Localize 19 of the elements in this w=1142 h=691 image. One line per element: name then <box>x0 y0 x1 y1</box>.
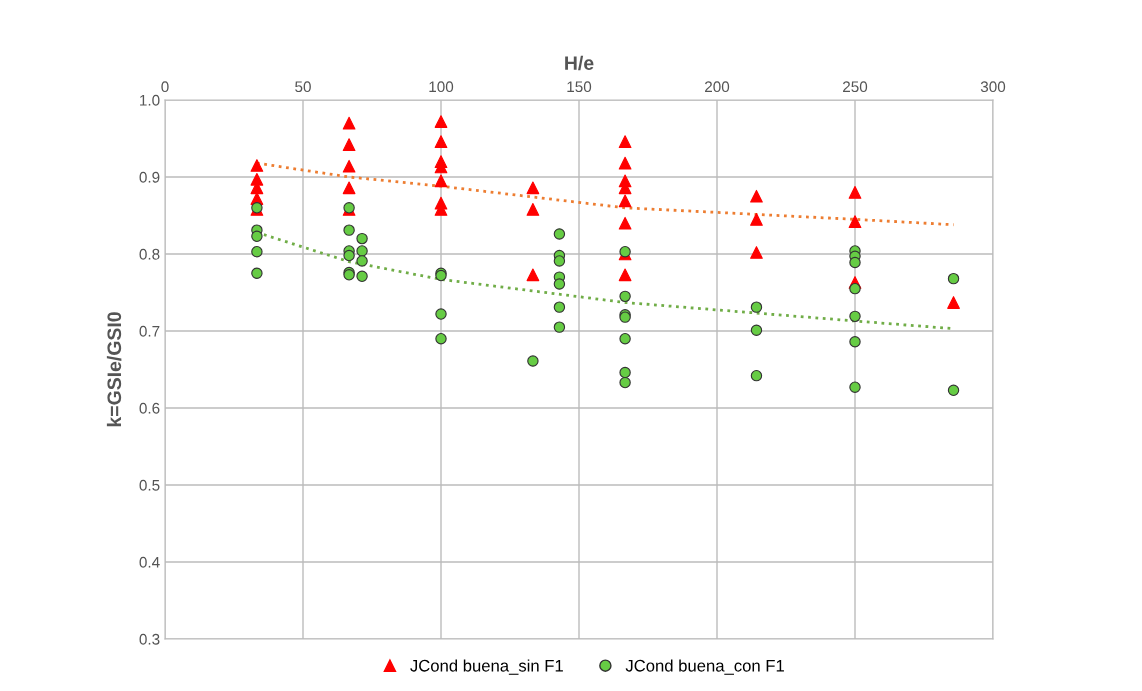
x-tick-label: 100 <box>429 81 454 93</box>
y-tick-label: 0.9 <box>139 171 160 183</box>
x-tick-label: 200 <box>705 81 730 93</box>
x-tick-label: 0 <box>161 81 169 93</box>
y-tick-label: 1.0 <box>140 94 160 106</box>
y-tick-label: 0.6 <box>139 402 160 414</box>
y-tick-label: 0.3 <box>139 633 160 645</box>
x-tick-label: 250 <box>843 81 868 93</box>
x-tick-label: 300 <box>980 81 1006 93</box>
x-tick-label: 150 <box>567 81 592 93</box>
y-tick-label: 0.5 <box>139 479 160 491</box>
y-tick-label: 0.8 <box>139 248 160 260</box>
legend-label: JCond buena_con F1 <box>625 659 784 675</box>
y-tick-label: 0.7 <box>139 325 160 337</box>
y-axis-title: k=GSIe/GSI0 <box>106 312 122 427</box>
legend-label: JCond buena_sin F1 <box>410 659 563 675</box>
x-tick-label: 50 <box>295 81 311 93</box>
x-axis-title: H/e <box>565 55 594 71</box>
y-tick-label: 0.4 <box>139 556 160 568</box>
